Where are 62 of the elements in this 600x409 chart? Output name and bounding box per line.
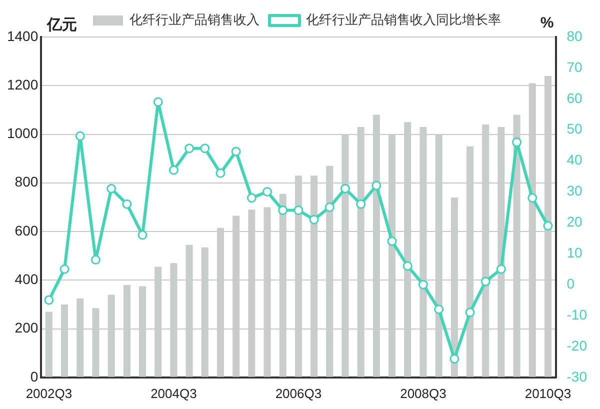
- point: [480, 276, 490, 286]
- point: [60, 264, 70, 274]
- x-tick-label: 2004Q3: [150, 386, 197, 401]
- y-tick-label: 1400: [6, 28, 38, 44]
- point: [356, 199, 366, 209]
- y-tick-label: 1000: [6, 125, 38, 142]
- legend-label: 化纤行业产品销售收入: [130, 12, 260, 28]
- point: [309, 214, 319, 224]
- y-tick-label: 600: [14, 222, 38, 238]
- point: [184, 144, 194, 154]
- y2-tick-label: -10: [566, 306, 588, 322]
- point: [231, 146, 241, 156]
- y2-tick-label: 80: [566, 28, 583, 44]
- point: [402, 261, 412, 271]
- y-tick-label: 400: [14, 271, 38, 287]
- point: [75, 131, 85, 141]
- y2-tick-label: 10: [566, 244, 583, 260]
- point: [90, 255, 100, 265]
- y-tick-label: 200: [14, 320, 38, 336]
- point: [294, 206, 304, 216]
- y2-axis-title: %: [540, 14, 554, 32]
- point: [278, 206, 288, 216]
- point: [387, 236, 397, 246]
- point: [324, 202, 334, 212]
- point: [340, 184, 350, 194]
- x-tick-label: 2008Q3: [400, 386, 446, 401]
- x-tick-label: 2006Q3: [275, 386, 322, 401]
- point: [246, 193, 256, 203]
- point: [465, 308, 475, 318]
- y2-tick-label: -30: [566, 368, 588, 384]
- point: [450, 354, 460, 364]
- point: [512, 137, 522, 147]
- y2-tick-label: 0: [566, 275, 575, 292]
- y-axis-title: 亿元: [46, 16, 78, 34]
- point: [138, 230, 148, 240]
- point: [44, 295, 54, 305]
- point: [122, 199, 132, 209]
- y2-tick-label: 40: [566, 152, 583, 168]
- legend-label: 化纤行业产品销售收入同比增长率: [306, 12, 501, 28]
- y-tick-label: 800: [14, 174, 38, 190]
- y2-tick-label: 30: [566, 182, 583, 199]
- point: [200, 144, 210, 154]
- point: [372, 180, 382, 190]
- point: [434, 304, 444, 314]
- x-tick-label: 2010Q3: [524, 386, 572, 401]
- point: [418, 280, 428, 290]
- y2-tick-label: 20: [566, 214, 583, 230]
- y2-tick-label: 50: [566, 120, 583, 137]
- point: [496, 264, 506, 274]
- y2-tick-label: -20: [566, 337, 588, 354]
- point: [153, 97, 163, 107]
- y2-tick-label: 60: [566, 90, 583, 106]
- y-tick-label: 1200: [6, 76, 38, 92]
- point: [543, 221, 553, 231]
- point: [262, 186, 272, 196]
- point: [528, 193, 538, 203]
- point: [168, 165, 178, 175]
- y2-tick-label: 70: [566, 58, 583, 75]
- y-tick-label: 0: [30, 368, 38, 384]
- x-tick-label: 2002Q3: [26, 386, 72, 401]
- point: [106, 184, 116, 194]
- point: [216, 168, 226, 178]
